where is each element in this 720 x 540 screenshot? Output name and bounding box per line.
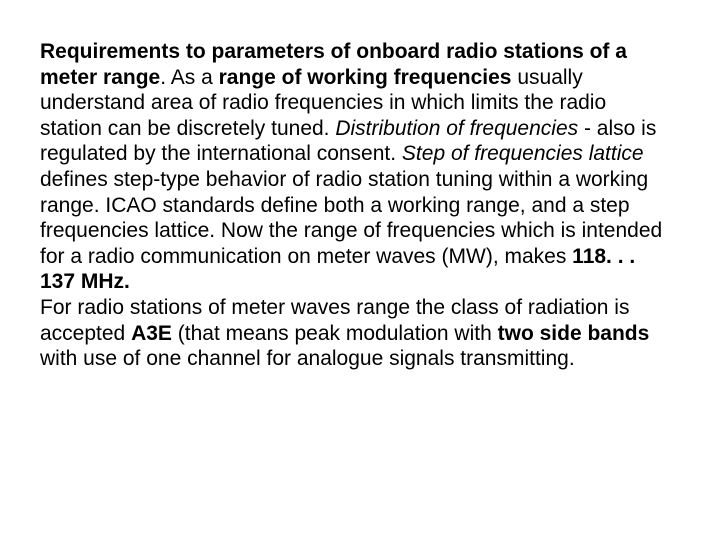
term-distribution: Distribution of frequencies <box>335 117 578 140</box>
body-text: Requirements to parameters of onboard ra… <box>40 39 670 372</box>
term-step-lattice: Step of frequencies lattice <box>402 142 644 165</box>
document-page: Requirements to parameters of onboard ra… <box>0 0 720 540</box>
radiation-class-value: А3Е <box>131 322 172 345</box>
text-run: . As a <box>160 66 218 89</box>
term-side-bands: two side bands <box>498 322 650 345</box>
text-run: defines step-type behavior of radio stat… <box>40 168 662 268</box>
text-run: with use of one channel for analogue sig… <box>40 347 575 370</box>
term-working-frequencies: range of working frequencies <box>219 66 512 89</box>
text-run: (that means peak modulation with <box>172 322 498 345</box>
